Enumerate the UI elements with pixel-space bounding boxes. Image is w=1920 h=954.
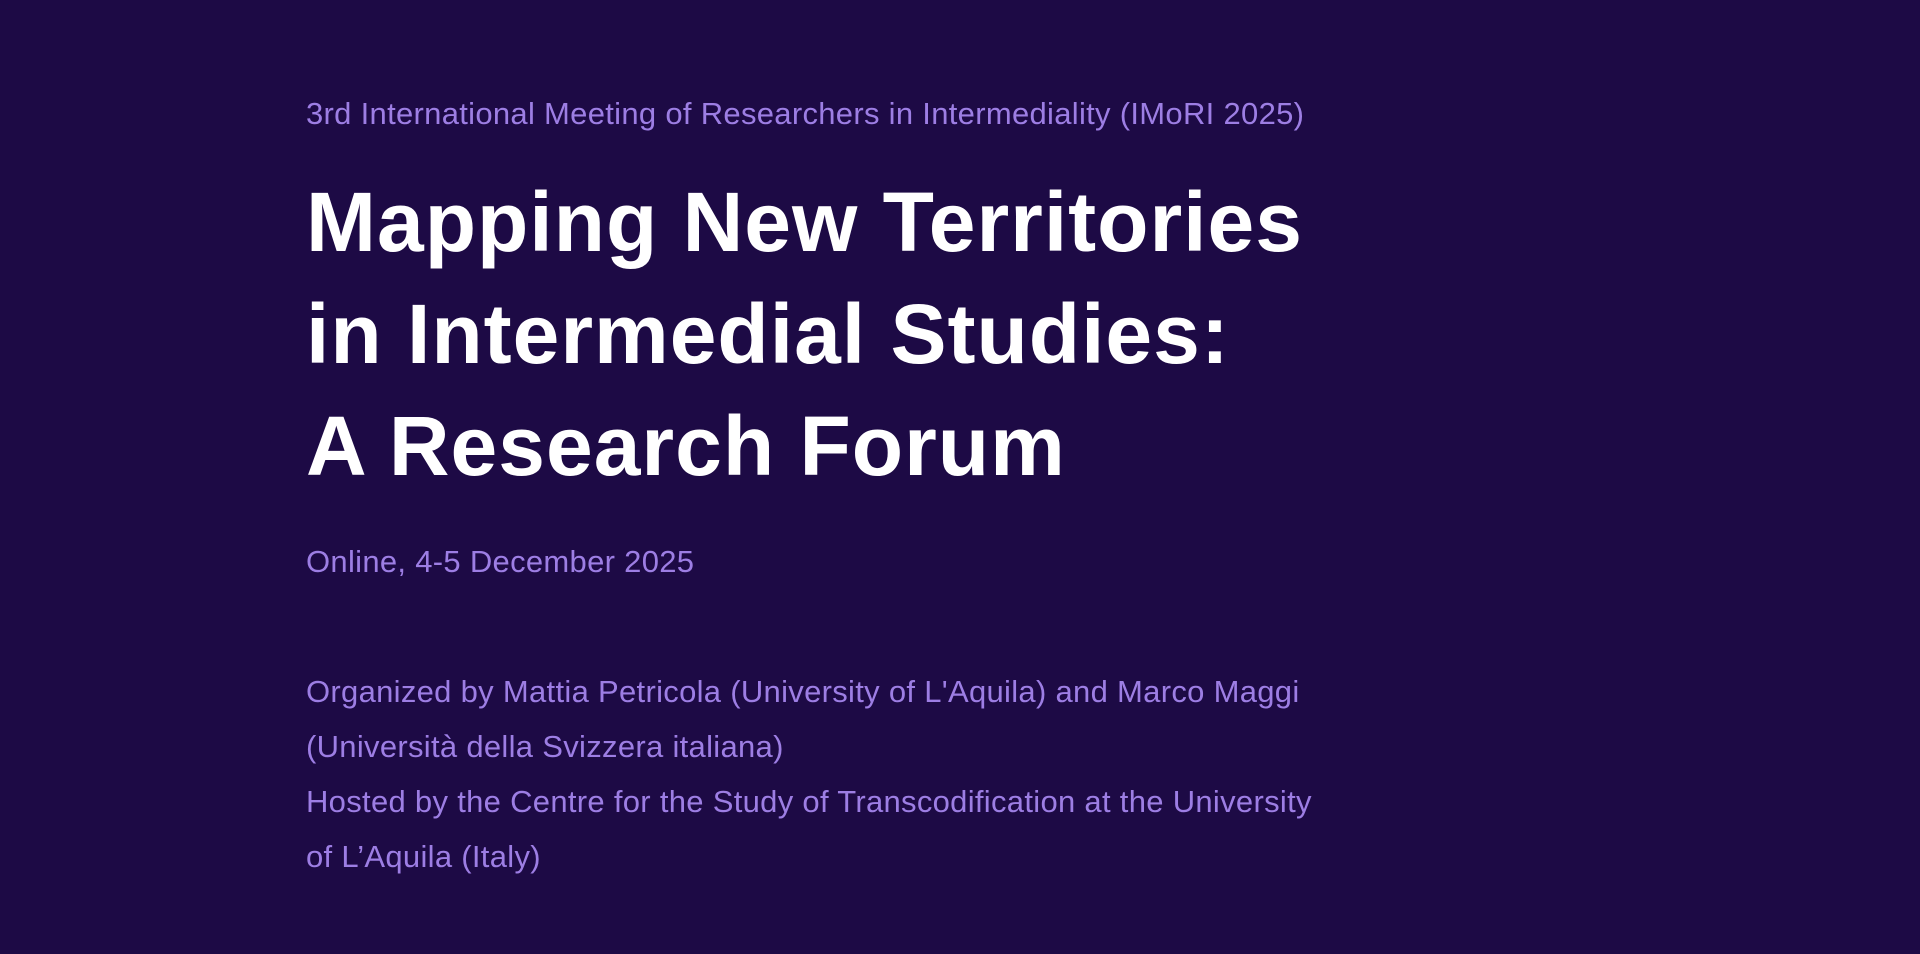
organizers-line-1: Organized by Mattia Petricola (Universit…	[306, 674, 1300, 709]
conference-series-line: 3rd International Meeting of Researchers…	[306, 96, 1305, 131]
conference-title-line-3: A Research Forum	[306, 399, 1066, 493]
organizers-line-2: (Università della Svizzera italiana)	[306, 729, 784, 764]
hero-content: 3rd International Meeting of Researchers…	[306, 96, 1720, 884]
conference-title: Mapping New Territories in Intermedial S…	[306, 166, 1720, 502]
conference-title-line-1: Mapping New Territories	[306, 175, 1303, 269]
organizers-block: Organized by Mattia Petricola (Universit…	[306, 664, 1720, 884]
host-line-1: Hosted by the Centre for the Study of Tr…	[306, 784, 1312, 819]
host-line-2: of L’Aquila (Italy)	[306, 839, 541, 874]
event-date-line: Online, 4-5 December 2025	[306, 544, 695, 579]
conference-cover-page: 3rd International Meeting of Researchers…	[306, 96, 1720, 884]
conference-title-line-2: in Intermedial Studies:	[306, 287, 1230, 381]
